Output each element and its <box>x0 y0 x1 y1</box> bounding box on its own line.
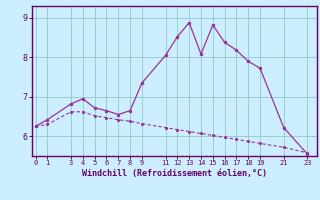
X-axis label: Windchill (Refroidissement éolien,°C): Windchill (Refroidissement éolien,°C) <box>82 169 267 178</box>
